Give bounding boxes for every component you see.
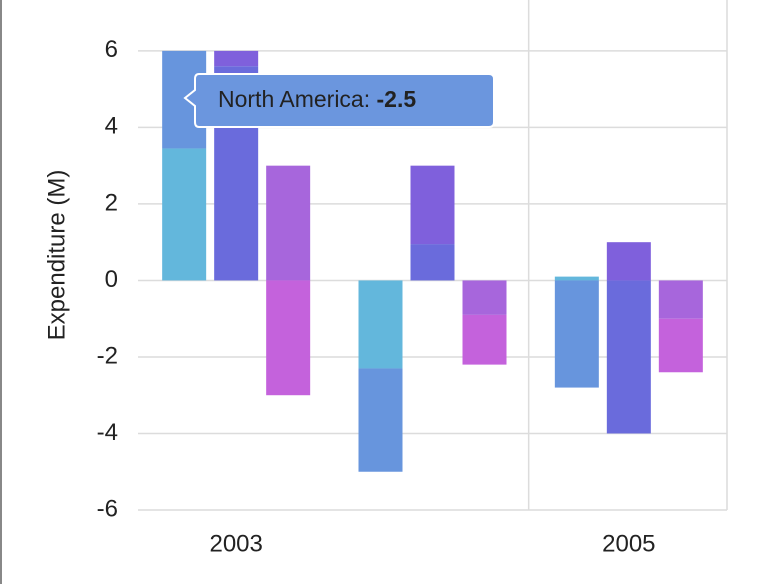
bar-segment xyxy=(554,276,599,281)
y-tick-label: 2 xyxy=(105,189,118,216)
tooltip-text: North America: -2.5 xyxy=(218,86,416,112)
bar-segment xyxy=(658,280,703,319)
x-tick-label: 2005 xyxy=(602,530,655,557)
bar-segment xyxy=(266,165,311,281)
bar-segment xyxy=(358,368,403,472)
y-tick-label: 0 xyxy=(105,266,118,293)
bar-segment xyxy=(358,280,403,369)
tooltip-label: North America: xyxy=(218,86,370,112)
bars xyxy=(162,50,703,472)
bar-segment xyxy=(410,165,455,245)
bar-segment xyxy=(606,280,651,434)
bar-segment xyxy=(658,318,703,373)
bar-segment xyxy=(410,244,455,281)
tooltip-box xyxy=(183,73,495,128)
bar-segment xyxy=(162,148,207,281)
bar-segment xyxy=(606,242,651,281)
y-tick-label: 6 xyxy=(105,36,118,63)
bar-segment xyxy=(462,314,507,365)
bar-segment xyxy=(266,280,311,396)
bar-segment xyxy=(462,280,507,315)
y-tick-label: -2 xyxy=(97,342,118,369)
tooltip-value: -2.5 xyxy=(377,86,417,112)
bar-segment xyxy=(214,50,259,67)
y-tick-label: -6 xyxy=(97,495,118,522)
y-tick-label: 4 xyxy=(105,113,118,140)
tooltip: North America: -2.5 xyxy=(183,73,495,128)
x-tick-label: 2003 xyxy=(209,530,262,557)
y-tick-label: -4 xyxy=(97,419,118,446)
labels: -6 -4 -2 0 2 4 6 2003 2005 xyxy=(97,36,656,557)
y-axis-label: Expenditure (M) xyxy=(43,170,70,341)
bar-segment xyxy=(554,280,599,388)
